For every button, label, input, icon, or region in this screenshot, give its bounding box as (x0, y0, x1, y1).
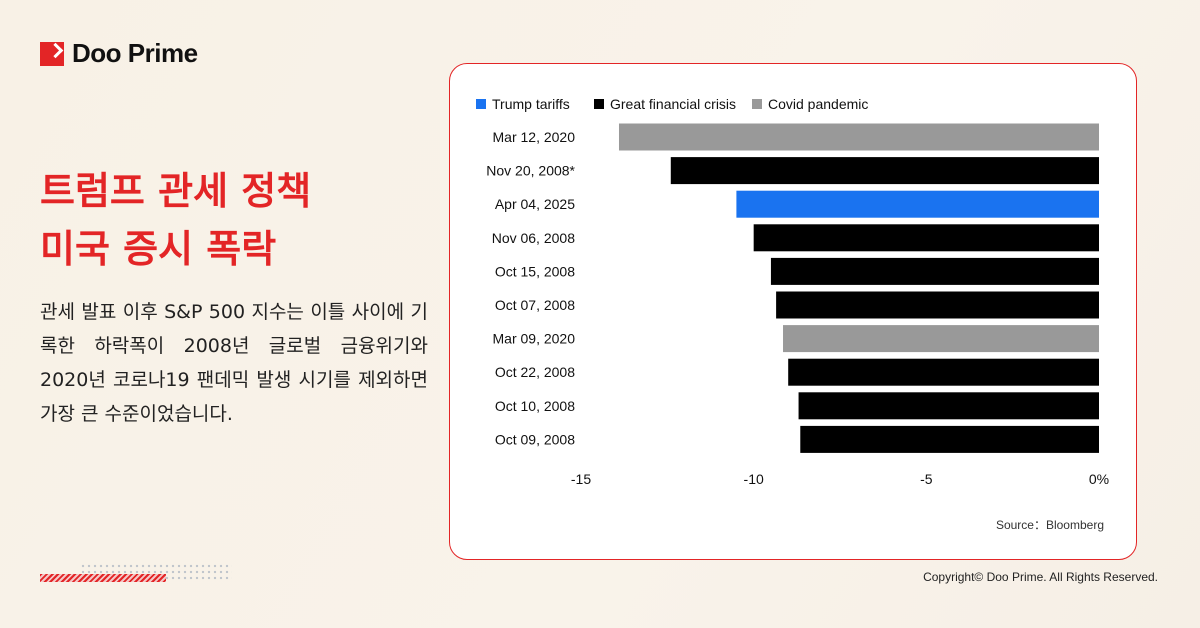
brand-name: Doo Prime (72, 38, 198, 68)
category-label: Oct 15, 2008 (495, 263, 575, 279)
brand-logo: Doo Prime (40, 38, 198, 69)
bar (618, 123, 1099, 151)
bar (798, 392, 1099, 420)
chart-card: Trump tariffs Great financial crisis Covid… (449, 63, 1137, 560)
category-label: Nov 06, 2008 (492, 230, 575, 246)
category-label: Nov 20, 2008* (486, 163, 575, 179)
category-label: Mar 12, 2020 (493, 129, 576, 145)
x-tick-label: -10 (744, 471, 764, 487)
bar (736, 190, 1099, 218)
legend-swatch (476, 99, 486, 109)
bar (788, 358, 1099, 386)
bar (800, 425, 1099, 453)
headline: 트럼프 관세 정책 미국 증시 폭락 (40, 162, 311, 278)
copyright: Copyright© Doo Prime. All Rights Reserve… (923, 570, 1158, 584)
bar (776, 291, 1099, 319)
x-tick-label: -5 (920, 471, 933, 487)
bar (670, 157, 1099, 185)
x-tick-label: -15 (571, 471, 591, 487)
body-text: 관세 발표 이후 S&P 500 지수는 이틀 사이에 기록한 하락폭이 200… (40, 301, 428, 425)
category-label: Oct 09, 2008 (495, 431, 575, 447)
legend-swatch (752, 99, 762, 109)
category-label: Oct 10, 2008 (495, 398, 575, 414)
category-label: Oct 22, 2008 (495, 364, 575, 380)
headline-line-2: 미국 증시 폭락 (40, 227, 277, 271)
legend-swatch (594, 99, 604, 109)
legend-label: Great financial crisis (610, 96, 736, 112)
source-note: Source：Bloomberg (995, 518, 1104, 532)
decorative-stripes (40, 574, 166, 582)
category-label: Apr 04, 2025 (495, 196, 575, 212)
logo-mark-icon (40, 41, 64, 66)
bar (783, 325, 1099, 353)
legend-label: Trump tariffs (492, 96, 570, 112)
bar-chart: Trump tariffs Great financial crisis Covid… (476, 96, 1109, 487)
headline-line-1: 트럼프 관세 정책 (40, 169, 312, 213)
x-tick-label: 0% (1089, 471, 1109, 487)
bar (753, 224, 1099, 252)
category-label: Oct 07, 2008 (495, 297, 575, 313)
category-label: Mar 09, 2020 (493, 331, 576, 347)
bar (770, 257, 1099, 285)
legend-label: Covid pandemic (768, 96, 868, 112)
